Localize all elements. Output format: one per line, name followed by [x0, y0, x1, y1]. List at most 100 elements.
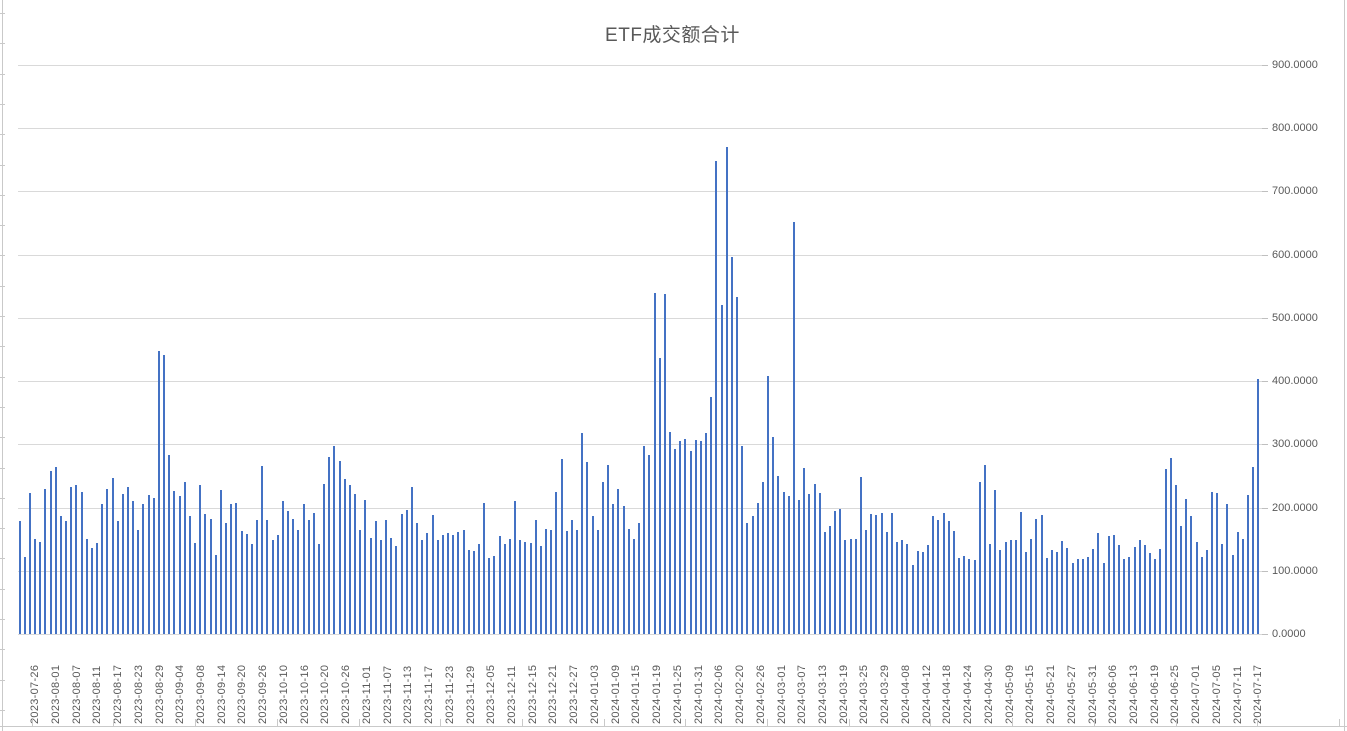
sheet-row-gridline-stub	[0, 619, 5, 620]
bar	[1236, 531, 1239, 634]
bar	[829, 525, 831, 634]
bar	[369, 537, 372, 634]
sheet-column-gridline-stub	[604, 719, 605, 726]
bar	[1241, 539, 1244, 634]
bar	[1092, 548, 1095, 634]
bar	[152, 498, 155, 634]
bar	[978, 482, 981, 634]
sheet-row-gridline-stub	[0, 407, 5, 408]
sheet-column-gridline-stub	[685, 719, 686, 726]
bar	[421, 540, 424, 634]
bar	[679, 441, 682, 634]
bar	[1221, 543, 1224, 634]
bar	[508, 539, 511, 634]
bar	[302, 503, 305, 634]
bar	[720, 305, 723, 634]
sheet-row-gridline-stub	[0, 255, 5, 256]
x-axis-tick-label: 2023-11-07	[381, 665, 394, 724]
bar	[1071, 563, 1074, 634]
x-axis-tick-label: 2024-01-03	[588, 664, 601, 724]
bar	[643, 446, 646, 634]
bar	[163, 355, 166, 634]
x-axis-tick-label: 2024-02-06	[713, 664, 726, 724]
bar	[994, 489, 997, 634]
bar	[101, 503, 104, 634]
x-axis-tick-label: 2024-05-31	[1086, 664, 1099, 724]
x-axis-tick-label: 2024-03-29	[879, 664, 892, 724]
gridline	[18, 634, 1262, 635]
gridline	[18, 381, 1262, 382]
bar	[317, 544, 320, 634]
bar	[627, 529, 630, 634]
y-axis-tick	[1262, 381, 1268, 382]
sheet-column-gridline-stub	[849, 719, 850, 726]
bar	[328, 456, 331, 634]
sheet-column-gridline-stub	[767, 719, 768, 726]
bar	[59, 516, 62, 634]
bar	[209, 518, 212, 634]
bar	[818, 493, 821, 634]
bar	[705, 432, 708, 634]
bar	[968, 558, 971, 634]
bar	[529, 542, 532, 634]
bar	[188, 516, 191, 634]
x-axis-tick-label: 2023-11-01	[360, 665, 373, 724]
bar	[498, 536, 501, 634]
bar	[426, 532, 429, 634]
bar	[1102, 563, 1105, 634]
sheet-row-gridline-stub	[0, 225, 5, 226]
gridline	[18, 255, 1262, 256]
x-axis-tick-label: 2024-01-19	[651, 664, 664, 724]
bar	[622, 505, 625, 634]
bar	[147, 494, 150, 634]
sheet-row-gridline-stub	[0, 468, 5, 469]
x-axis-tick-label: 2024-03-19	[837, 664, 850, 724]
bar	[952, 530, 955, 634]
bar	[1081, 559, 1084, 634]
x-axis-tick-label: 2024-07-17	[1252, 664, 1265, 724]
bar	[844, 540, 847, 634]
bar	[911, 565, 914, 634]
x-axis-tick-label: 2024-05-27	[1065, 664, 1078, 724]
bar	[1118, 545, 1121, 634]
bar	[292, 518, 295, 634]
sheet-row-gridline-stub	[0, 134, 5, 135]
bar	[436, 540, 439, 634]
bar	[28, 493, 31, 634]
bar	[390, 537, 393, 634]
bar	[715, 161, 718, 634]
bar	[834, 510, 837, 634]
bar	[1040, 514, 1043, 634]
bar	[214, 554, 217, 634]
x-axis-tick-label: 2023-09-20	[236, 664, 249, 724]
sheet-column-gridline-stub	[359, 719, 360, 726]
bar	[256, 519, 259, 634]
bar	[767, 376, 770, 634]
bar	[1169, 458, 1172, 634]
bar	[447, 533, 450, 634]
bar	[307, 520, 310, 634]
bar	[1226, 504, 1229, 634]
bar	[989, 544, 992, 634]
bar	[116, 521, 119, 634]
bar	[901, 540, 904, 634]
x-axis-tick-label: 2024-06-19	[1148, 664, 1161, 724]
sheet-column-gridline-stub	[1176, 719, 1177, 726]
y-axis-tick	[1262, 255, 1268, 256]
gridline	[18, 444, 1262, 445]
bar	[937, 519, 940, 634]
bar	[560, 458, 563, 634]
bar	[689, 450, 692, 634]
x-axis-tick-label: 2024-03-01	[775, 664, 788, 724]
bar	[1210, 492, 1213, 634]
bar	[493, 556, 496, 634]
bar	[514, 501, 517, 634]
bar	[890, 513, 893, 634]
bar	[999, 549, 1002, 634]
bar	[178, 496, 181, 634]
bar	[658, 357, 661, 634]
bar	[534, 520, 537, 634]
bar	[854, 539, 857, 634]
x-axis-tick-label: 2024-05-09	[1003, 664, 1016, 724]
